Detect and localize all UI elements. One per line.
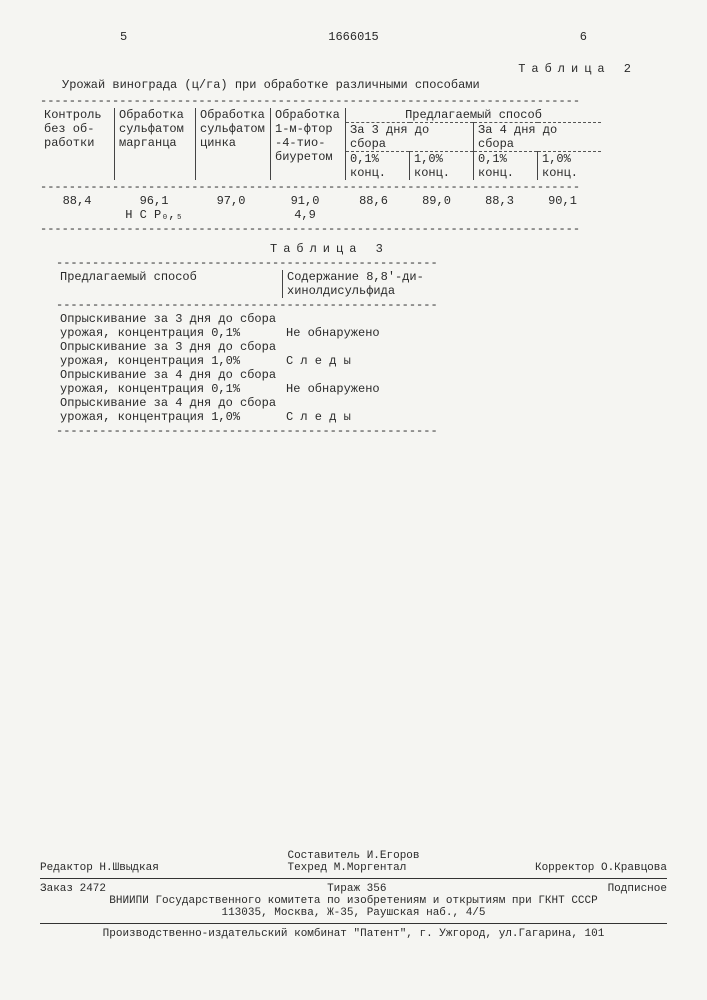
t2-nsr-label: Н С Р₀,₅ — [114, 208, 194, 222]
footer-tehred: Техред М.Моргентал — [287, 862, 406, 874]
page-num-left: 5 — [120, 30, 127, 44]
footer-sost: Составитель И.Егоров — [40, 850, 667, 862]
footer: Составитель И.Егоров Редактор Н.Швыдкая … — [40, 850, 667, 940]
t2-v-ftor: 91,0 — [268, 194, 342, 208]
footer-org2: 113035, Москва, Ж-35, Раушская наб., 4/5 — [40, 907, 667, 919]
t2-h-control: Контроль без об- работки — [40, 108, 115, 180]
t3-r1r: Не обнаружено — [282, 312, 440, 340]
table2-data: 88,4 96,1 97,0 91,0 88,6 89,0 88,3 90,1 … — [40, 194, 594, 222]
t3-h-right: Содержание 8,8'-ди- хинолдисульфида — [283, 270, 442, 298]
footer-org1: ВНИИПИ Государственного комитета по изоб… — [40, 895, 667, 907]
t2-sub-4d: За 4 дня до сбора — [474, 123, 602, 152]
footer-editor: Редактор Н.Швыдкая — [40, 862, 159, 874]
t2-v-01a: 88,6 — [342, 194, 405, 208]
t2-c01a: 0,1% конц. — [346, 152, 410, 181]
t2-v-control: 88,4 — [40, 194, 114, 208]
t3-r2l: Опрыскивание за 3 дня до сбора урожая, к… — [56, 340, 282, 368]
t2-h-ftor: Обработка 1-м-фтор -4-тио- биуретом — [271, 108, 346, 180]
t3-h-left: Предлагаемый способ — [56, 270, 283, 298]
footer-tirazh: Тираж 356 — [327, 883, 386, 895]
table3-dash-top: ----------------------------------------… — [56, 256, 667, 270]
footer-zakaz: Заказ 2472 — [40, 883, 106, 895]
t2-c10a: 1,0% конц. — [410, 152, 474, 181]
t3-r1l: Опрыскивание за 3 дня до сбора урожая, к… — [56, 312, 282, 340]
t3-r4r: С л е д ы — [282, 396, 440, 424]
table2-label: Таблица 2 — [40, 62, 637, 76]
t3-r3r: Не обнаружено — [282, 368, 440, 396]
t2-h-mn: Обработка сульфатом марганца — [115, 108, 196, 180]
t2-v-10a: 89,0 — [405, 194, 468, 208]
footer-patent: Производственно-издательский комбинат "П… — [40, 928, 667, 940]
table2-dash-top: ----------------------------------------… — [40, 94, 667, 108]
t2-nsr-val: 4,9 — [268, 208, 342, 222]
table3-data: Опрыскивание за 3 дня до сбора урожая, к… — [56, 312, 440, 424]
table3: Предлагаемый способ Содержание 8,8'-ди- … — [56, 270, 441, 298]
table3-dash-bot: ----------------------------------------… — [56, 424, 667, 438]
t3-r4l: Опрыскивание за 4 дня до сбора урожая, к… — [56, 396, 282, 424]
table3-dash-mid: ----------------------------------------… — [56, 298, 667, 312]
t2-v-10b: 90,1 — [531, 194, 594, 208]
t2-v-mn: 96,1 — [114, 194, 194, 208]
table2-dash-mid: ----------------------------------------… — [40, 180, 667, 194]
footer-korr: Корректор О.Кравцова — [535, 862, 667, 874]
t3-r2r: С л е д ы — [282, 340, 440, 368]
page-num-right: 6 — [580, 30, 587, 44]
t2-c01b: 0,1% конц. — [474, 152, 538, 181]
t2-h-prop: Предлагаемый способ — [346, 108, 602, 123]
table2: Контроль без об- работки Обработка сульф… — [40, 108, 601, 180]
table2-dash-bot: ----------------------------------------… — [40, 222, 667, 236]
table2-caption: Урожай винограда (ц/га) при обработке ра… — [62, 78, 667, 92]
t2-h-zn: Обработка сульфатом цинка — [196, 108, 271, 180]
t2-v-01b: 88,3 — [468, 194, 531, 208]
t2-sub-3d: За 3 дня до сбора — [346, 123, 474, 152]
t2-v-zn: 97,0 — [194, 194, 268, 208]
table3-label: Таблица 3 — [270, 242, 667, 256]
t2-c10b: 1,0% конц. — [538, 152, 602, 181]
footer-podpis: Подписное — [608, 883, 667, 895]
document-number: 1666015 — [40, 30, 667, 44]
t3-r3l: Опрыскивание за 4 дня до сбора урожая, к… — [56, 368, 282, 396]
